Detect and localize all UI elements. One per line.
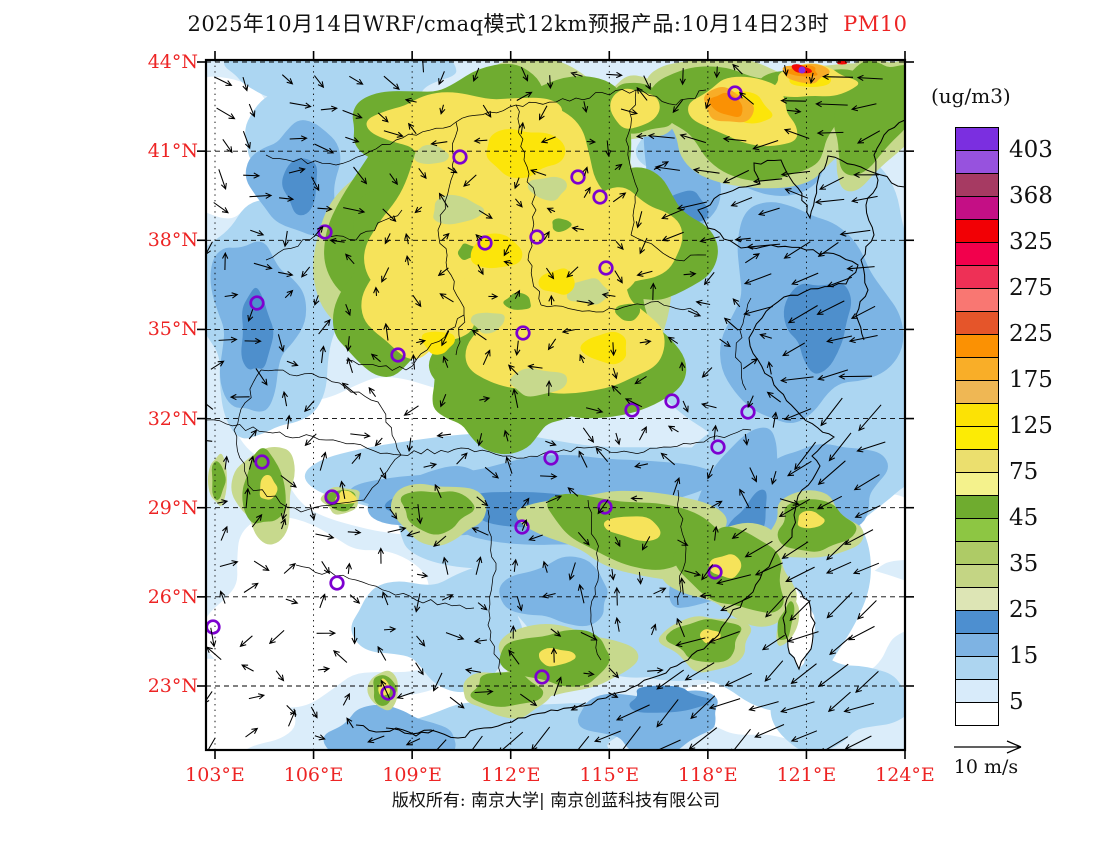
colorbar-box [955, 150, 999, 174]
lat-tick-label: 38°N [147, 229, 198, 252]
lon-tick-label: 109°E [382, 764, 442, 786]
city-marker [329, 575, 345, 591]
colorbar-box [955, 587, 999, 611]
map-canvas [197, 51, 914, 759]
colorbar-box [955, 633, 999, 657]
city-marker [515, 325, 531, 341]
colorbar-box [955, 426, 999, 450]
colorbar-tick-label: 25 [1009, 597, 1039, 623]
colorbar-box [955, 357, 999, 381]
colorbar-box [955, 610, 999, 634]
lat-tick-label: 35°N [147, 318, 198, 341]
city-marker [664, 393, 680, 409]
colorbar-box [955, 564, 999, 588]
city-marker [452, 149, 468, 165]
lat-tick-label: 26°N [147, 585, 198, 608]
colorbar-box [955, 196, 999, 220]
lon-tick-label: 121°E [776, 764, 837, 786]
colorbar-tick-label: 225 [1009, 321, 1053, 347]
city-marker [598, 260, 614, 276]
colorbar-box [955, 380, 999, 404]
colorbar-box [955, 541, 999, 565]
colorbar-box [955, 403, 999, 427]
wind-reference-label: 10 m/s [953, 756, 1019, 778]
city-marker [380, 685, 396, 701]
wind-arrows [206, 60, 886, 750]
city-marker [592, 189, 608, 205]
colorbar-unit: (ug/m3) [931, 84, 1011, 108]
colorbar-tick-label: 175 [1009, 367, 1053, 393]
lat-tick-label: 23°N [147, 674, 198, 697]
copyright-footer: 版权所有: 南京大学| 南京创蓝科技有限公司 [391, 791, 721, 811]
colorbar-box [955, 449, 999, 473]
coastlines-and-borders [206, 89, 905, 739]
colorbar-tick-label: 5 [1009, 689, 1024, 715]
colorbar-tick-label: 275 [1009, 275, 1053, 301]
colorbar-tick-label: 35 [1009, 551, 1039, 577]
city-marker [254, 454, 270, 470]
figure-title-text: 2025年10月14日WRF/cmaq模式12km预报产品:10月14日23时 [187, 12, 830, 36]
colorbar-tick-label: 125 [1009, 413, 1053, 439]
lon-tick-label: 112°E [480, 764, 541, 786]
colorbar-box [955, 219, 999, 243]
city-marker [529, 229, 545, 245]
colorbar-tick-label: 368 [1009, 183, 1053, 209]
city-marker [707, 564, 723, 580]
lon-tick-label: 115°E [579, 764, 640, 786]
colorbar-box [955, 702, 999, 726]
pollutant-label: PM10 [843, 12, 908, 36]
city-marker [514, 519, 530, 535]
colorbar-box [955, 242, 999, 266]
lon-tick-label: 118°E [678, 764, 738, 786]
colorbar-box [955, 173, 999, 197]
city-marker [534, 669, 550, 685]
colorbar-box [955, 265, 999, 289]
colorbar-box [955, 472, 999, 496]
city-marker [249, 295, 265, 311]
lon-tick-label: 106°E [283, 764, 344, 786]
colorbar-box [955, 518, 999, 542]
city-marker [543, 450, 559, 466]
map-border [204, 58, 907, 752]
colorbar-tick-label: 45 [1009, 505, 1039, 531]
lat-tick-label: 29°N [147, 496, 198, 519]
colorbar-box [955, 127, 999, 151]
map-frame-ticks [197, 51, 914, 759]
colorbar-tick-label: 75 [1009, 459, 1039, 485]
city-marker [597, 499, 613, 515]
pm10-field [206, 60, 905, 750]
colorbar-tick-label: 325 [1009, 229, 1053, 255]
colorbar-box [955, 334, 999, 358]
colorbar-tick-label: 15 [1009, 643, 1039, 669]
lat-tick-label: 44°N [147, 51, 198, 73]
lon-tick-label: 124°E [875, 764, 935, 786]
colorbar-box [955, 288, 999, 312]
colorbar-box [955, 495, 999, 519]
colorbar-box [955, 311, 999, 335]
lat-tick-label: 32°N [147, 407, 198, 430]
city-marker [710, 439, 726, 455]
figure-title: 2025年10月14日WRF/cmaq模式12km预报产品:10月14日23时 P… [0, 8, 1095, 38]
city-marker [570, 169, 586, 185]
colorbar-tick-label: 403 [1009, 137, 1053, 163]
city-marker [324, 489, 340, 505]
city-marker [477, 235, 493, 251]
colorbar-box [955, 656, 999, 680]
lat-tick-label: 41°N [147, 140, 198, 163]
lon-tick-label: 103°E [185, 764, 245, 786]
wind-reference-arrow [954, 740, 1022, 754]
reference-arrow-icon [954, 740, 1022, 754]
colorbar-box [955, 679, 999, 703]
city-marker [390, 347, 406, 363]
city-marker [624, 402, 640, 418]
